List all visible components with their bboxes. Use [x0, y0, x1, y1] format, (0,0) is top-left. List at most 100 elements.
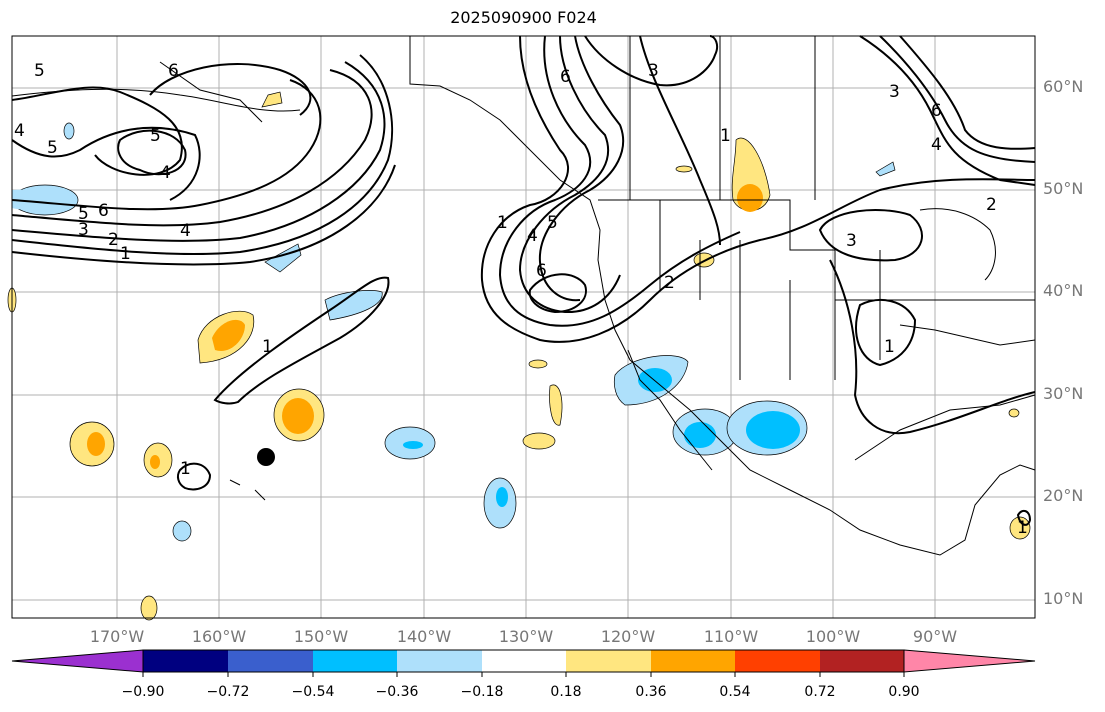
blob-pos-11 — [1009, 516, 1031, 540]
contour-label-6-e: 6 — [931, 101, 942, 121]
colorbar-tick-3: −0.54 — [291, 684, 335, 700]
colorbar-segment-8 — [735, 650, 820, 672]
colorbar-under-arrow — [11, 649, 144, 673]
contour-1 — [11, 164, 396, 266]
lon-label-160w: 160°W — [191, 627, 247, 646]
blob-neg-7 — [172, 520, 192, 542]
contour-label-1-f: 1 — [884, 337, 895, 357]
contour-arc-1 — [11, 86, 183, 176]
contour-1b — [639, 35, 721, 246]
contour-6b — [149, 63, 312, 116]
contour-3 — [11, 61, 386, 242]
map-background — [12, 36, 1035, 618]
colorbar-over-arrow — [903, 649, 1036, 673]
colorbar — [11, 649, 1036, 677]
lon-label-120w: 120°W — [600, 627, 656, 646]
colorbar-segment-6 — [566, 650, 651, 672]
hawaii-islands — [229, 479, 266, 501]
lon-label-170w: 170°W — [89, 627, 145, 646]
contour-3-east — [818, 209, 923, 262]
blob-pos-aleutian — [261, 91, 283, 108]
contour-label-5-e: 5 — [547, 213, 558, 233]
us-state-lines-a — [598, 199, 1035, 301]
contours — [11, 35, 1036, 526]
contour-label-4-d: 4 — [527, 226, 538, 246]
lat-label-50n: 50°N — [1043, 179, 1084, 198]
contour-label-6-a: 6 — [168, 61, 179, 81]
blob-pos-6 — [549, 384, 563, 426]
contour-label-2-c: 2 — [986, 195, 997, 215]
contour-1-ridge — [213, 276, 390, 405]
colorbar-tick-2: −0.72 — [206, 684, 250, 700]
contour-6-north — [584, 35, 719, 87]
us-southern-border — [899, 324, 1036, 346]
contour-east-1 — [859, 35, 1036, 186]
contour-label-1-b: 1 — [262, 337, 273, 357]
colorbar-segment-3 — [313, 650, 397, 672]
gulf-coast — [854, 394, 1036, 461]
blob-neg-8 — [63, 122, 75, 140]
colorbar-tick-1: −0.90 — [121, 684, 165, 700]
contour-label-6-b: 6 — [98, 201, 109, 221]
colorbar-tick-9: 0.72 — [804, 684, 836, 700]
contour-label-1-c: 1 — [180, 459, 191, 479]
lon-label-140w: 140°W — [396, 627, 452, 646]
contour-label-1-d: 1 — [497, 213, 508, 233]
contour-label-2-b: 2 — [664, 273, 675, 293]
contour-1-small — [176, 462, 212, 491]
contour-6 — [11, 79, 322, 211]
contour-label-1-g: 1 — [1017, 518, 1028, 538]
lat-label-20n: 20°N — [1043, 486, 1084, 505]
contour-label-group: 5 4 5 5 4 6 5 6 3 2 1 4 1 1 1 4 5 6 6 3 … — [14, 61, 1028, 538]
contour-east-2 — [879, 35, 1036, 163]
colorbar-tick-7: 0.36 — [635, 684, 667, 700]
lat-label-60n: 60°N — [1043, 77, 1084, 96]
aleutian-chain — [159, 61, 263, 123]
colorbar-segment-7 — [651, 650, 735, 672]
contour-label-4-b: 4 — [160, 163, 171, 183]
contour-label-4-a: 4 — [14, 121, 25, 141]
north-america-coast — [409, 36, 1036, 556]
contour-1-trough — [480, 35, 1036, 343]
blob-neg-3 — [324, 290, 383, 321]
map-title: 2025090900 F024 — [450, 8, 597, 27]
contour-label-5-b: 5 — [47, 138, 58, 158]
contour-label-5-c: 5 — [150, 126, 161, 146]
colorbar-tick-6: 0.18 — [550, 684, 582, 700]
lon-label-110w: 110°W — [703, 627, 759, 646]
black-dot-marker — [257, 448, 275, 466]
lon-label-100w: 100°W — [805, 627, 861, 646]
blob-pos-12 — [1008, 408, 1020, 418]
lon-label-150w: 150°W — [293, 627, 349, 646]
lat-label-10n: 10°N — [1043, 589, 1084, 608]
blob-pos-7 — [528, 359, 548, 369]
coastlines — [11, 36, 1036, 556]
contour-2 — [11, 54, 394, 256]
map-frame — [11, 35, 1036, 619]
contour-label-3-c: 3 — [846, 231, 857, 251]
contour-label-5-a: 5 — [34, 61, 45, 81]
lon-label-130w: 130°W — [498, 627, 554, 646]
contour-east-3 — [899, 35, 1036, 150]
canada-provinces — [629, 36, 816, 200]
colorbar-tick-10: 0.90 — [888, 684, 920, 700]
contour-6-low — [528, 273, 587, 314]
us-state-lines-b — [659, 200, 881, 380]
contour-label-6-c: 6 — [536, 261, 547, 281]
contour-label-3-b: 3 — [648, 61, 659, 81]
contour-label-1-a: 1 — [120, 244, 131, 264]
graticule — [12, 36, 1035, 618]
lon-label-90w: 90°W — [912, 627, 958, 646]
blob-neg-2 — [264, 243, 302, 273]
contour-label-6-d: 6 — [560, 67, 571, 87]
lat-label-40n: 40°N — [1043, 281, 1084, 300]
contour-label-4-c: 4 — [180, 221, 191, 241]
lat-label-30n: 30°N — [1043, 384, 1084, 403]
colorbar-segment-5 — [482, 650, 566, 672]
colorbar-segment-2 — [228, 650, 313, 672]
blob-neg-6 — [875, 161, 896, 177]
contour-label-5-d: 5 — [78, 204, 89, 224]
contour-arc-5 — [11, 126, 201, 201]
shaded-anomalies — [7, 91, 1031, 621]
